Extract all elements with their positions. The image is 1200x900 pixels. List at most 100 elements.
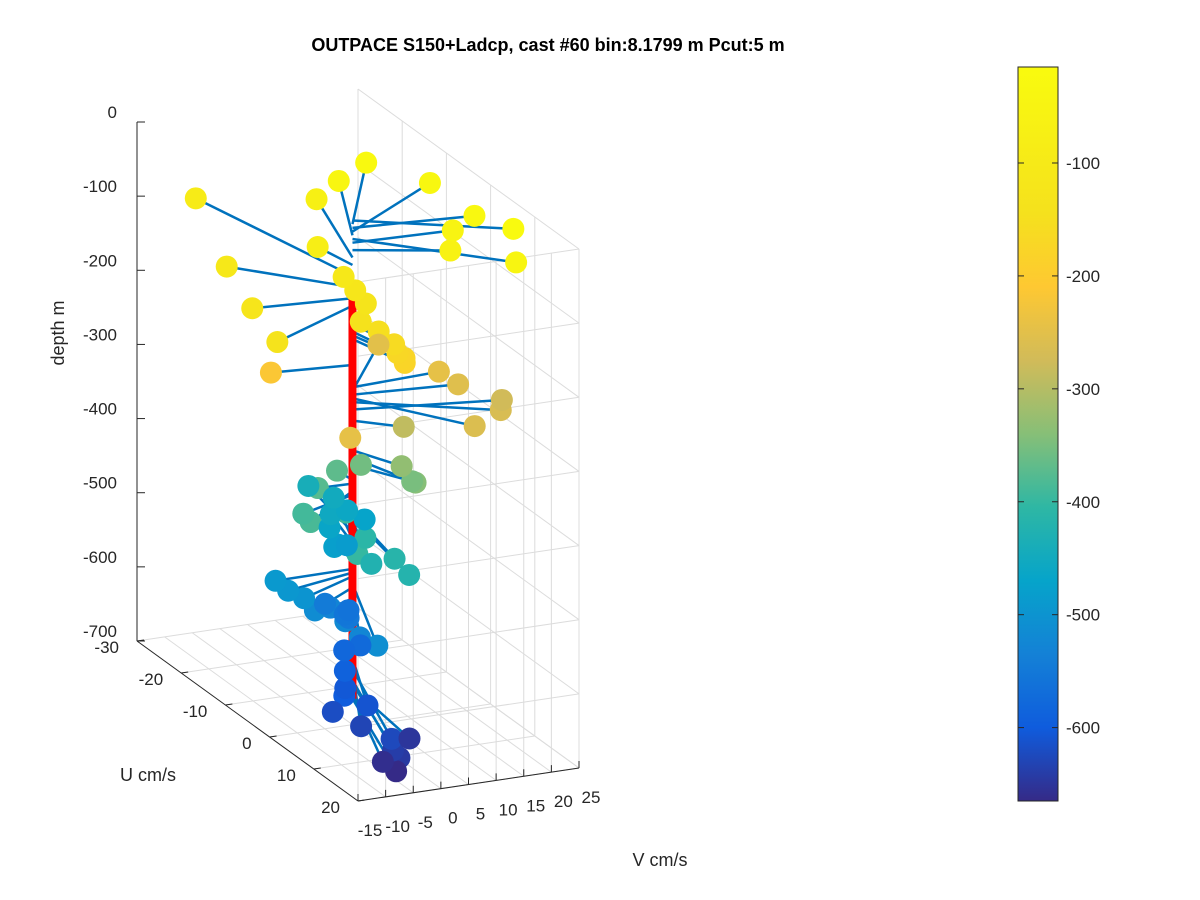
grid-lines xyxy=(136,88,580,802)
grid-line xyxy=(357,470,580,505)
x-tick-labels: -15 -10 -5 0 5 10 15 20 25 xyxy=(357,761,601,840)
colorbar-gradient xyxy=(1017,66,1059,802)
velocity-point xyxy=(505,251,528,274)
velocity-point xyxy=(398,563,421,586)
grid-line xyxy=(274,619,497,781)
velocity-point xyxy=(241,297,264,320)
velocity-point xyxy=(305,188,328,211)
velocity-vector xyxy=(351,583,379,647)
grid-line xyxy=(357,248,580,283)
y-tick-label: 20 xyxy=(321,798,340,817)
grid-line xyxy=(357,607,580,769)
velocity-vector xyxy=(252,297,353,310)
velocity-point xyxy=(292,502,315,525)
velocity-point xyxy=(383,333,406,356)
grid-line xyxy=(357,385,580,546)
colorbar-tick-label: -300 xyxy=(1066,380,1100,399)
z-tick-label: -700 xyxy=(83,622,117,641)
velocity-point xyxy=(383,547,406,570)
velocity-point xyxy=(215,255,238,278)
velocity-vector xyxy=(352,370,440,389)
z-tick-label: -600 xyxy=(83,548,117,567)
velocity-point xyxy=(349,453,372,476)
x-axis-label: V cm/s xyxy=(632,850,687,870)
velocity-point xyxy=(334,677,357,700)
x-tick-label: 20 xyxy=(554,792,573,811)
y-axis-line xyxy=(136,640,359,802)
velocity-vector xyxy=(352,229,453,244)
velocity-point xyxy=(371,750,394,773)
colorbar-tick-label: -400 xyxy=(1066,493,1100,512)
grid-line xyxy=(357,693,580,728)
velocity-point xyxy=(463,415,486,438)
grid-line xyxy=(313,735,535,770)
velocity-point xyxy=(418,171,441,194)
colorbar-tick-labels: -100 -200 -300 -400 -500 -600 xyxy=(1018,154,1100,738)
grid-line xyxy=(357,88,580,250)
velocity-point xyxy=(322,486,345,509)
z-tick-label: -200 xyxy=(83,251,117,270)
velocity-point xyxy=(327,169,350,192)
velocity-points xyxy=(184,151,528,783)
chart-title: OUTPACE S150+Ladcp, cast #60 bin:8.1799 … xyxy=(311,35,784,55)
velocity-vector xyxy=(275,567,353,583)
z-tick-label: -400 xyxy=(83,400,117,419)
z-axis-label: depth m xyxy=(48,300,68,365)
y-tick-mark xyxy=(269,735,277,738)
colorbar-tick-label: -500 xyxy=(1066,606,1100,625)
y-axis-label: U cm/s xyxy=(120,765,176,785)
velocity-vector xyxy=(352,383,459,396)
y-tick-mark xyxy=(181,671,189,674)
velocity-point xyxy=(367,333,390,356)
grid-line xyxy=(164,636,386,798)
velocity-point xyxy=(313,592,336,615)
y-tick-label: 10 xyxy=(277,766,296,785)
velocity-point xyxy=(335,534,358,557)
velocity-point xyxy=(502,217,525,240)
x-tick-label: 25 xyxy=(582,788,601,807)
velocity-vector xyxy=(270,363,353,374)
velocity-point xyxy=(259,361,282,384)
z-tick-labels: 0 -100 -200 -300 -400 -500 -600 -700 xyxy=(83,103,145,642)
velocity-point xyxy=(490,388,513,411)
velocity-point xyxy=(350,715,373,738)
x-tick-label: -10 xyxy=(385,817,410,836)
velocity-vector xyxy=(287,571,353,592)
y-tick-label: -30 xyxy=(94,638,119,657)
grid-line xyxy=(357,545,580,580)
colorbar-tick-label: -200 xyxy=(1066,267,1100,286)
colorbar-tick-label: -100 xyxy=(1066,154,1100,173)
velocity-vector xyxy=(315,198,354,259)
x-tick-label: 5 xyxy=(476,805,485,824)
velocity-point xyxy=(354,526,377,549)
y-tick-label: 0 xyxy=(242,734,251,753)
velocity-point xyxy=(333,639,356,662)
grid-line xyxy=(357,619,580,654)
x-tick-label: 10 xyxy=(499,800,518,819)
velocity-point xyxy=(337,599,360,622)
velocity-point xyxy=(380,727,403,750)
velocity-point xyxy=(355,151,378,174)
velocity-vector xyxy=(276,304,354,344)
velocity-point xyxy=(264,569,287,592)
velocity-point xyxy=(333,659,356,682)
colorbar: -100 -200 -300 -400 -500 -600 xyxy=(1017,66,1100,802)
grid-line xyxy=(357,236,580,398)
velocity-point xyxy=(356,694,379,717)
velocity-point xyxy=(321,700,344,723)
velocity-point xyxy=(339,426,362,449)
velocity-point xyxy=(392,415,415,438)
velocity-vector xyxy=(352,398,502,411)
velocity-point xyxy=(306,235,329,258)
velocity-vector xyxy=(352,400,501,412)
colorbar-tick-label: -600 xyxy=(1066,719,1100,738)
velocity-point xyxy=(297,474,320,497)
grid-line xyxy=(357,162,580,324)
velocity-point xyxy=(439,239,462,262)
velocity-point xyxy=(266,331,289,354)
velocity-point xyxy=(332,265,355,288)
z-tick-label: -100 xyxy=(83,177,117,196)
y-tick-label: -10 xyxy=(183,702,208,721)
velocity-vector xyxy=(351,181,431,233)
